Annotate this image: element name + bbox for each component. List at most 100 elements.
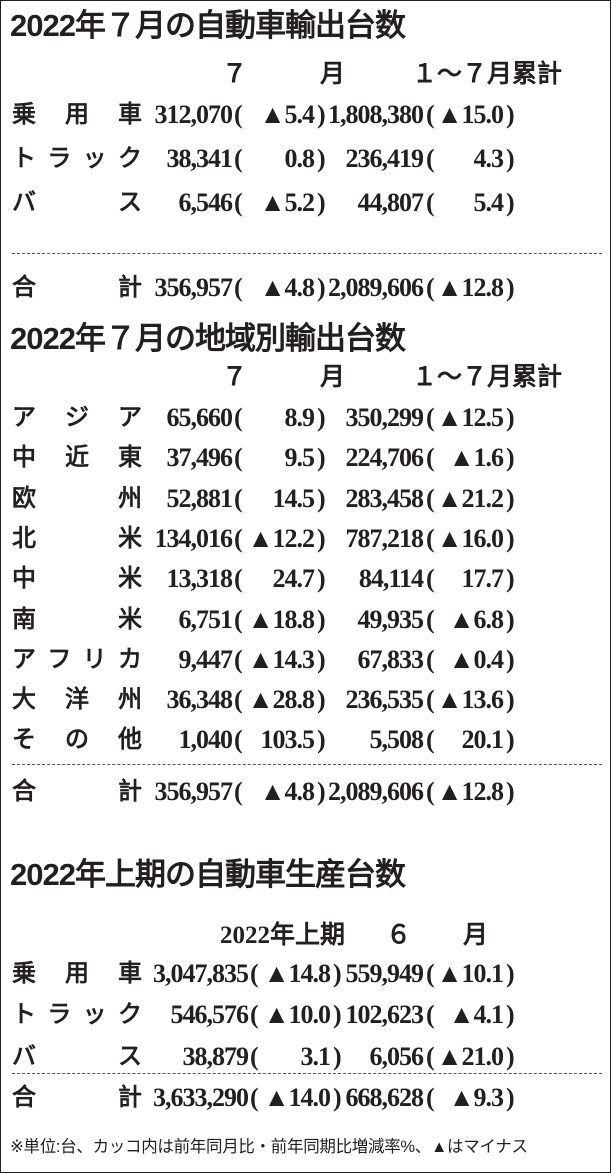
change-rate: ▲4.8 [259, 273, 315, 302]
row-label-char: 東 [118, 444, 142, 471]
close-paren: ) [506, 273, 515, 302]
footnote: ※単位:台、カッコ内は前年同月比・前年同期比増減率%、▲はマイナス [10, 1138, 528, 1156]
change-rate: ▲5.4 [259, 100, 315, 129]
units-value: 6,546 [178, 188, 233, 217]
row-label-char: 用 [65, 960, 89, 987]
open-paren: ( [426, 1000, 435, 1029]
row-label-char: 合 [12, 274, 36, 301]
close-paren: ) [506, 605, 515, 634]
open-paren: ( [250, 1000, 259, 1029]
row-label-char: ッ [82, 145, 107, 172]
open-paren: ( [234, 685, 243, 714]
units-value-2: 350,299 [345, 403, 424, 432]
close-paren: ) [333, 959, 342, 988]
units-value-2: 67,833 [357, 645, 424, 674]
header-month: 月 [463, 922, 489, 949]
table-row: 乗用車 3,047,835 ▲14.8 559,949 ▲10.1()() [0, 956, 611, 992]
row-label-char: 中 [12, 444, 36, 471]
row-label-char: 合 [12, 1084, 36, 1111]
close-paren: ) [317, 685, 326, 714]
units-value-2: 668,628 [345, 1083, 424, 1112]
row-label-char: ト [12, 1001, 36, 1028]
change-rate-2: ▲21.0 [436, 1042, 504, 1071]
units-value: 65,660 [166, 403, 233, 432]
close-paren: ) [506, 484, 515, 513]
close-paren: ) [506, 777, 515, 806]
row-label: 合計 [12, 1080, 142, 1116]
row-label-char: ラ [47, 145, 72, 172]
close-paren: ) [506, 564, 515, 593]
change-rate-2: ▲12.8 [436, 273, 504, 302]
row-label-char: 車 [118, 960, 142, 987]
table-row: 大洋州 36,348 ▲28.8 236,535 ▲13.6()() [0, 682, 611, 718]
units-value-2: 224,706 [345, 443, 424, 472]
change-rate-2: ▲9.3 [448, 1083, 504, 1112]
units-value-2: 236,535 [345, 685, 424, 714]
table-row: 北米 134,016 ▲12.2 787,218 ▲16.0()() [0, 521, 611, 557]
change-rate-2: ▲16.0 [436, 524, 504, 553]
units-value-2: 2,089,606 [328, 777, 424, 806]
row-label: トラック [12, 997, 142, 1033]
divider [12, 764, 602, 765]
change-rate: ▲4.8 [259, 777, 315, 806]
row-label-char: バ [12, 1043, 36, 1070]
close-paren: ) [317, 564, 326, 593]
row-label-char: ト [12, 145, 36, 172]
table-row: トラック 38,341 0.8 236,419 4.3 () () [0, 141, 611, 177]
row-label-char: 計 [118, 778, 142, 805]
change-rate-2: 20.1 [461, 725, 504, 754]
row-label-char: ア [12, 646, 36, 673]
header-cumulative: １～７月累計 [412, 364, 563, 391]
units-value-2: 5,508 [369, 725, 424, 754]
open-paren: ( [426, 273, 435, 302]
open-paren: ( [234, 188, 243, 217]
units-value-2: 1,808,380 [328, 100, 424, 129]
row-label: 中米 [12, 561, 142, 597]
open-paren: ( [426, 777, 435, 806]
row-label: トラック [12, 141, 142, 177]
units-value-2: 44,807 [357, 188, 424, 217]
header-month-num: ７ [222, 61, 248, 88]
table-row: バス 38,879 3.1 6,056 ▲21.0()() [0, 1039, 611, 1075]
open-paren: ( [234, 273, 243, 302]
table-row: トラック 546,576 ▲10.0 102,623 ▲4.1 () () [0, 997, 611, 1033]
change-rate: ▲12.2 [247, 524, 315, 553]
close-paren: ) [506, 685, 515, 714]
close-paren: ) [506, 524, 515, 553]
open-paren: ( [426, 959, 435, 988]
row-label: 北米 [12, 521, 142, 557]
change-rate-2: 5.4 [473, 188, 504, 217]
units-value-2: 559,949 [345, 959, 424, 988]
units-value-2: 236,419 [345, 144, 424, 173]
row-label-char: 欧 [12, 485, 36, 512]
row-label: バス [12, 1039, 142, 1075]
row-label-char: 北 [12, 525, 36, 552]
table-row: バス 6,546 ▲5.2 44,807 5.4()() [0, 185, 611, 221]
row-label: 合計 [12, 270, 142, 306]
row-label-char: リ [82, 646, 107, 673]
change-rate-2: ▲6.8 [448, 605, 504, 634]
row-label-char: 州 [118, 686, 142, 713]
section-title-export-by-type: 2022年７月の自動車輸出台数 [10, 8, 406, 43]
units-value-2: 2,089,606 [328, 273, 424, 302]
units-value-2: 283,458 [345, 484, 424, 513]
change-rate: ▲14.3 [247, 645, 315, 674]
change-rate-2: ▲12.5 [436, 403, 504, 432]
open-paren: ( [426, 144, 435, 173]
table-row: 中米 13,318 24.7 84,114 17.7()() [0, 561, 611, 597]
row-label-char: の [65, 726, 89, 753]
units-value: 134,016 [154, 524, 233, 553]
open-paren: ( [426, 100, 435, 129]
units-value: 36,348 [166, 685, 233, 714]
change-rate: 8.9 [284, 403, 315, 432]
close-paren: ) [317, 777, 326, 806]
units-value-2: 49,935 [357, 605, 424, 634]
header-month: 月 [320, 61, 346, 88]
units-value: 13,318 [166, 564, 233, 593]
close-paren: ) [317, 188, 326, 217]
row-label-char: フ [47, 646, 72, 673]
change-rate-2: 17.7 [461, 564, 504, 593]
row-label-char: 計 [118, 274, 142, 301]
row-label: アジア [12, 400, 142, 436]
close-paren: ) [317, 144, 326, 173]
